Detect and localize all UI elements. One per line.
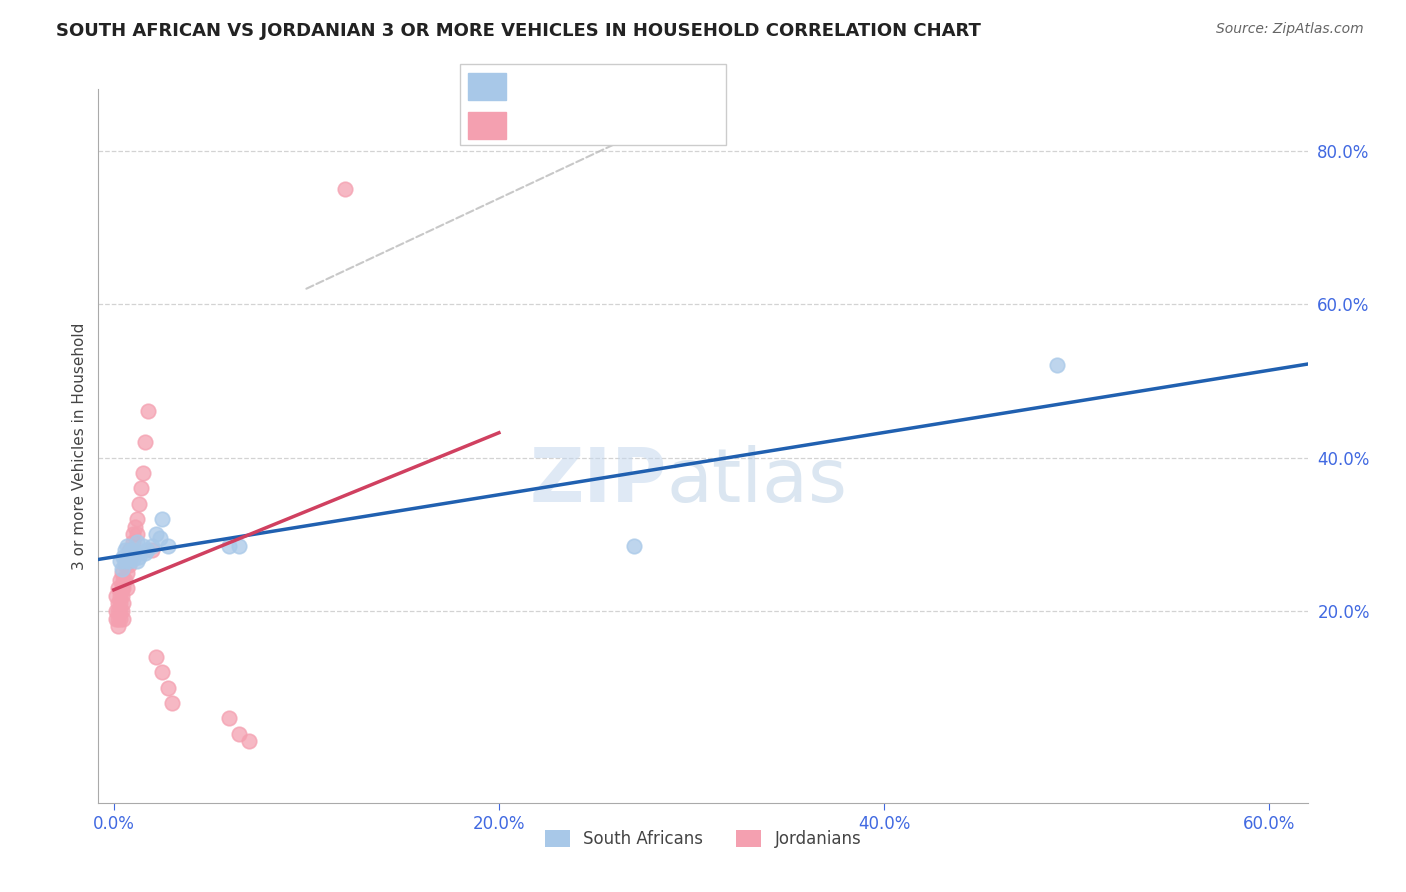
Point	[120, 550, 142, 565]
Point	[120, 542, 142, 557]
Point	[112, 596, 135, 610]
Point	[141, 539, 163, 553]
Point	[333, 182, 356, 196]
Point	[107, 619, 129, 633]
Point	[160, 696, 183, 710]
Point	[125, 554, 148, 568]
Point	[117, 550, 139, 565]
Point	[125, 512, 148, 526]
Point	[110, 604, 132, 618]
Point	[104, 604, 127, 618]
Point	[150, 512, 173, 526]
Point	[112, 574, 135, 588]
Bar	[468, 112, 506, 139]
Point	[107, 581, 129, 595]
Point	[125, 535, 148, 549]
Point	[117, 550, 139, 565]
Point	[108, 596, 131, 610]
Point	[218, 539, 240, 553]
Point	[623, 539, 645, 553]
Point	[117, 581, 139, 595]
Point	[134, 435, 156, 450]
Point	[107, 604, 129, 618]
Point	[149, 531, 172, 545]
Point	[145, 650, 167, 665]
Text: Source: ZipAtlas.com: Source: ZipAtlas.com	[1216, 22, 1364, 37]
Point	[117, 566, 139, 580]
Point	[228, 727, 250, 741]
Point	[112, 550, 135, 565]
Point	[110, 562, 132, 576]
Point	[141, 542, 163, 557]
Point	[135, 542, 157, 557]
Point	[118, 554, 141, 568]
Point	[114, 574, 136, 588]
Point	[112, 581, 135, 595]
Text: ZIP: ZIP	[530, 445, 666, 518]
Point	[218, 711, 240, 725]
Point	[114, 558, 136, 572]
Point	[108, 574, 131, 588]
Point	[112, 612, 135, 626]
Point	[108, 604, 131, 618]
Text: SOUTH AFRICAN VS JORDANIAN 3 OR MORE VEHICLES IN HOUSEHOLD CORRELATION CHART: SOUTH AFRICAN VS JORDANIAN 3 OR MORE VEH…	[56, 22, 981, 40]
Point	[117, 539, 139, 553]
Point	[150, 665, 173, 680]
Point	[124, 519, 146, 533]
Point	[122, 527, 145, 541]
Point	[118, 558, 141, 572]
Point	[122, 535, 145, 549]
Point	[134, 546, 156, 560]
Point	[238, 734, 260, 748]
Y-axis label: 3 or more Vehicles in Household: 3 or more Vehicles in Household	[72, 322, 87, 570]
Point	[128, 550, 150, 565]
Point	[110, 566, 132, 580]
Point	[108, 589, 131, 603]
Point	[156, 681, 179, 695]
Legend: South Africans, Jordanians: South Africans, Jordanians	[538, 823, 868, 855]
Point	[124, 544, 146, 558]
Point	[110, 589, 132, 603]
Text: R = 0.617: R = 0.617	[517, 118, 605, 133]
Point	[125, 527, 148, 541]
Point	[110, 581, 132, 595]
Point	[131, 539, 153, 553]
Point	[107, 596, 129, 610]
Point	[138, 404, 160, 418]
Point	[114, 554, 136, 568]
Bar	[468, 72, 506, 100]
Point	[128, 497, 150, 511]
Point	[118, 542, 141, 557]
Point	[131, 466, 153, 480]
Point	[120, 550, 142, 565]
Point	[118, 546, 141, 560]
Point	[120, 542, 142, 557]
Point	[107, 612, 129, 626]
Text: R = 0.486: R = 0.486	[517, 78, 605, 94]
Point	[156, 539, 179, 553]
Point	[108, 612, 131, 626]
Text: atlas: atlas	[666, 445, 848, 518]
Point	[129, 481, 152, 495]
Point	[1046, 359, 1069, 373]
Point	[122, 551, 145, 566]
Point	[104, 589, 127, 603]
Point	[145, 527, 167, 541]
Text: N = 49: N = 49	[650, 118, 710, 133]
Text: N = 28: N = 28	[650, 78, 710, 94]
Point	[228, 539, 250, 553]
Point	[114, 542, 136, 557]
Point	[108, 554, 131, 568]
FancyBboxPatch shape	[460, 64, 725, 145]
Point	[104, 612, 127, 626]
